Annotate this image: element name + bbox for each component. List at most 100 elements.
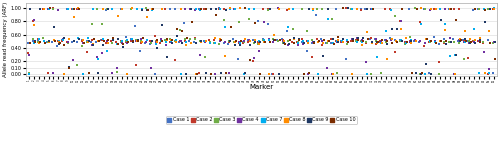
Case 3 [122, 40, 130, 42]
Case 9 [232, 44, 239, 46]
Case 3 [88, 23, 96, 25]
Case 7 [485, 72, 493, 75]
Case 1 [444, 8, 452, 10]
Case 7 [466, 42, 473, 45]
Case 7 [304, 40, 312, 43]
Case 9 [344, 7, 352, 9]
Case 8 [74, 7, 82, 9]
Case 2 [347, 39, 355, 42]
Case 1 [24, 42, 32, 44]
Case 4 [358, 39, 366, 41]
Case 3 [372, 40, 380, 42]
Case 9 [349, 38, 357, 41]
Case 10 [70, 8, 78, 10]
Case 2 [420, 45, 428, 48]
Case 9 [119, 46, 127, 48]
Case 3 [430, 41, 438, 44]
Case 1 [410, 40, 418, 43]
Case 9 [422, 62, 430, 65]
Case 4 [166, 40, 174, 43]
Case 4 [25, 54, 33, 57]
Case 9 [412, 72, 420, 74]
Case 2 [362, 41, 370, 44]
Case 8 [310, 8, 318, 10]
Case 4 [465, 42, 473, 44]
Case 2 [156, 42, 164, 45]
Case 10 [334, 36, 342, 38]
Case 9 [256, 41, 264, 43]
Case 3 [406, 36, 414, 38]
Case 3 [200, 56, 208, 58]
Case 8 [329, 73, 337, 75]
Case 7 [236, 42, 244, 44]
Case 3 [484, 8, 492, 11]
Case 1 [68, 41, 76, 44]
Case 3 [34, 41, 42, 43]
Case 10 [154, 38, 162, 41]
Case 3 [304, 30, 312, 33]
Case 7 [221, 26, 229, 28]
Case 7 [270, 38, 278, 41]
Case 7 [192, 8, 200, 10]
Case 2 [274, 40, 281, 42]
Case 4 [412, 39, 420, 41]
Case 3 [328, 18, 336, 20]
Case 2 [171, 59, 179, 61]
Case 4 [456, 39, 464, 41]
Case 2 [102, 42, 110, 44]
Case 8 [334, 38, 342, 41]
Case 2 [278, 39, 286, 41]
Case 7 [133, 8, 141, 10]
Case 8 [89, 43, 97, 45]
Case 3 [284, 40, 292, 43]
Case 9 [388, 28, 396, 30]
Case 9 [304, 8, 312, 10]
Case 8 [319, 41, 327, 44]
Case 10 [207, 72, 215, 75]
Case 9 [456, 40, 464, 42]
Case 2 [440, 41, 448, 44]
Case 2 [376, 40, 384, 42]
Case 7 [372, 56, 380, 58]
Case 8 [148, 8, 156, 11]
Case 9 [31, 40, 39, 42]
Case 9 [40, 42, 48, 44]
Case 4 [284, 44, 292, 46]
Case 2 [225, 41, 233, 43]
Case 4 [382, 39, 390, 42]
Case 3 [156, 39, 164, 41]
Case 10 [119, 43, 127, 45]
Case 7 [123, 39, 131, 41]
Case 1 [454, 40, 462, 42]
Case 8 [300, 73, 308, 75]
Case 1 [254, 19, 262, 22]
Case 10 [481, 9, 489, 11]
Case 2 [142, 7, 150, 9]
Case 1 [214, 7, 222, 9]
Case 4 [274, 7, 282, 9]
Case 7 [294, 42, 302, 44]
Case 8 [30, 23, 38, 26]
Case 9 [393, 27, 401, 30]
Case 1 [283, 30, 291, 32]
Case 7 [416, 23, 424, 25]
Case 4 [186, 8, 194, 10]
Case 8 [407, 42, 415, 44]
Case 7 [436, 8, 444, 10]
Case 9 [84, 40, 92, 42]
Case 3 [480, 41, 488, 43]
Case 10 [368, 8, 376, 10]
Case 3 [455, 42, 463, 44]
Case 7 [407, 39, 415, 41]
Case 2 [284, 9, 292, 11]
Case 10 [129, 40, 137, 43]
Case 7 [348, 8, 356, 11]
Case 8 [162, 38, 170, 41]
Case 1 [469, 9, 477, 11]
Case 7 [392, 39, 400, 42]
Case 1 [117, 8, 125, 10]
Case 2 [435, 61, 443, 63]
Case 2 [479, 42, 487, 44]
Case 3 [68, 8, 76, 10]
Case 7 [40, 40, 48, 43]
